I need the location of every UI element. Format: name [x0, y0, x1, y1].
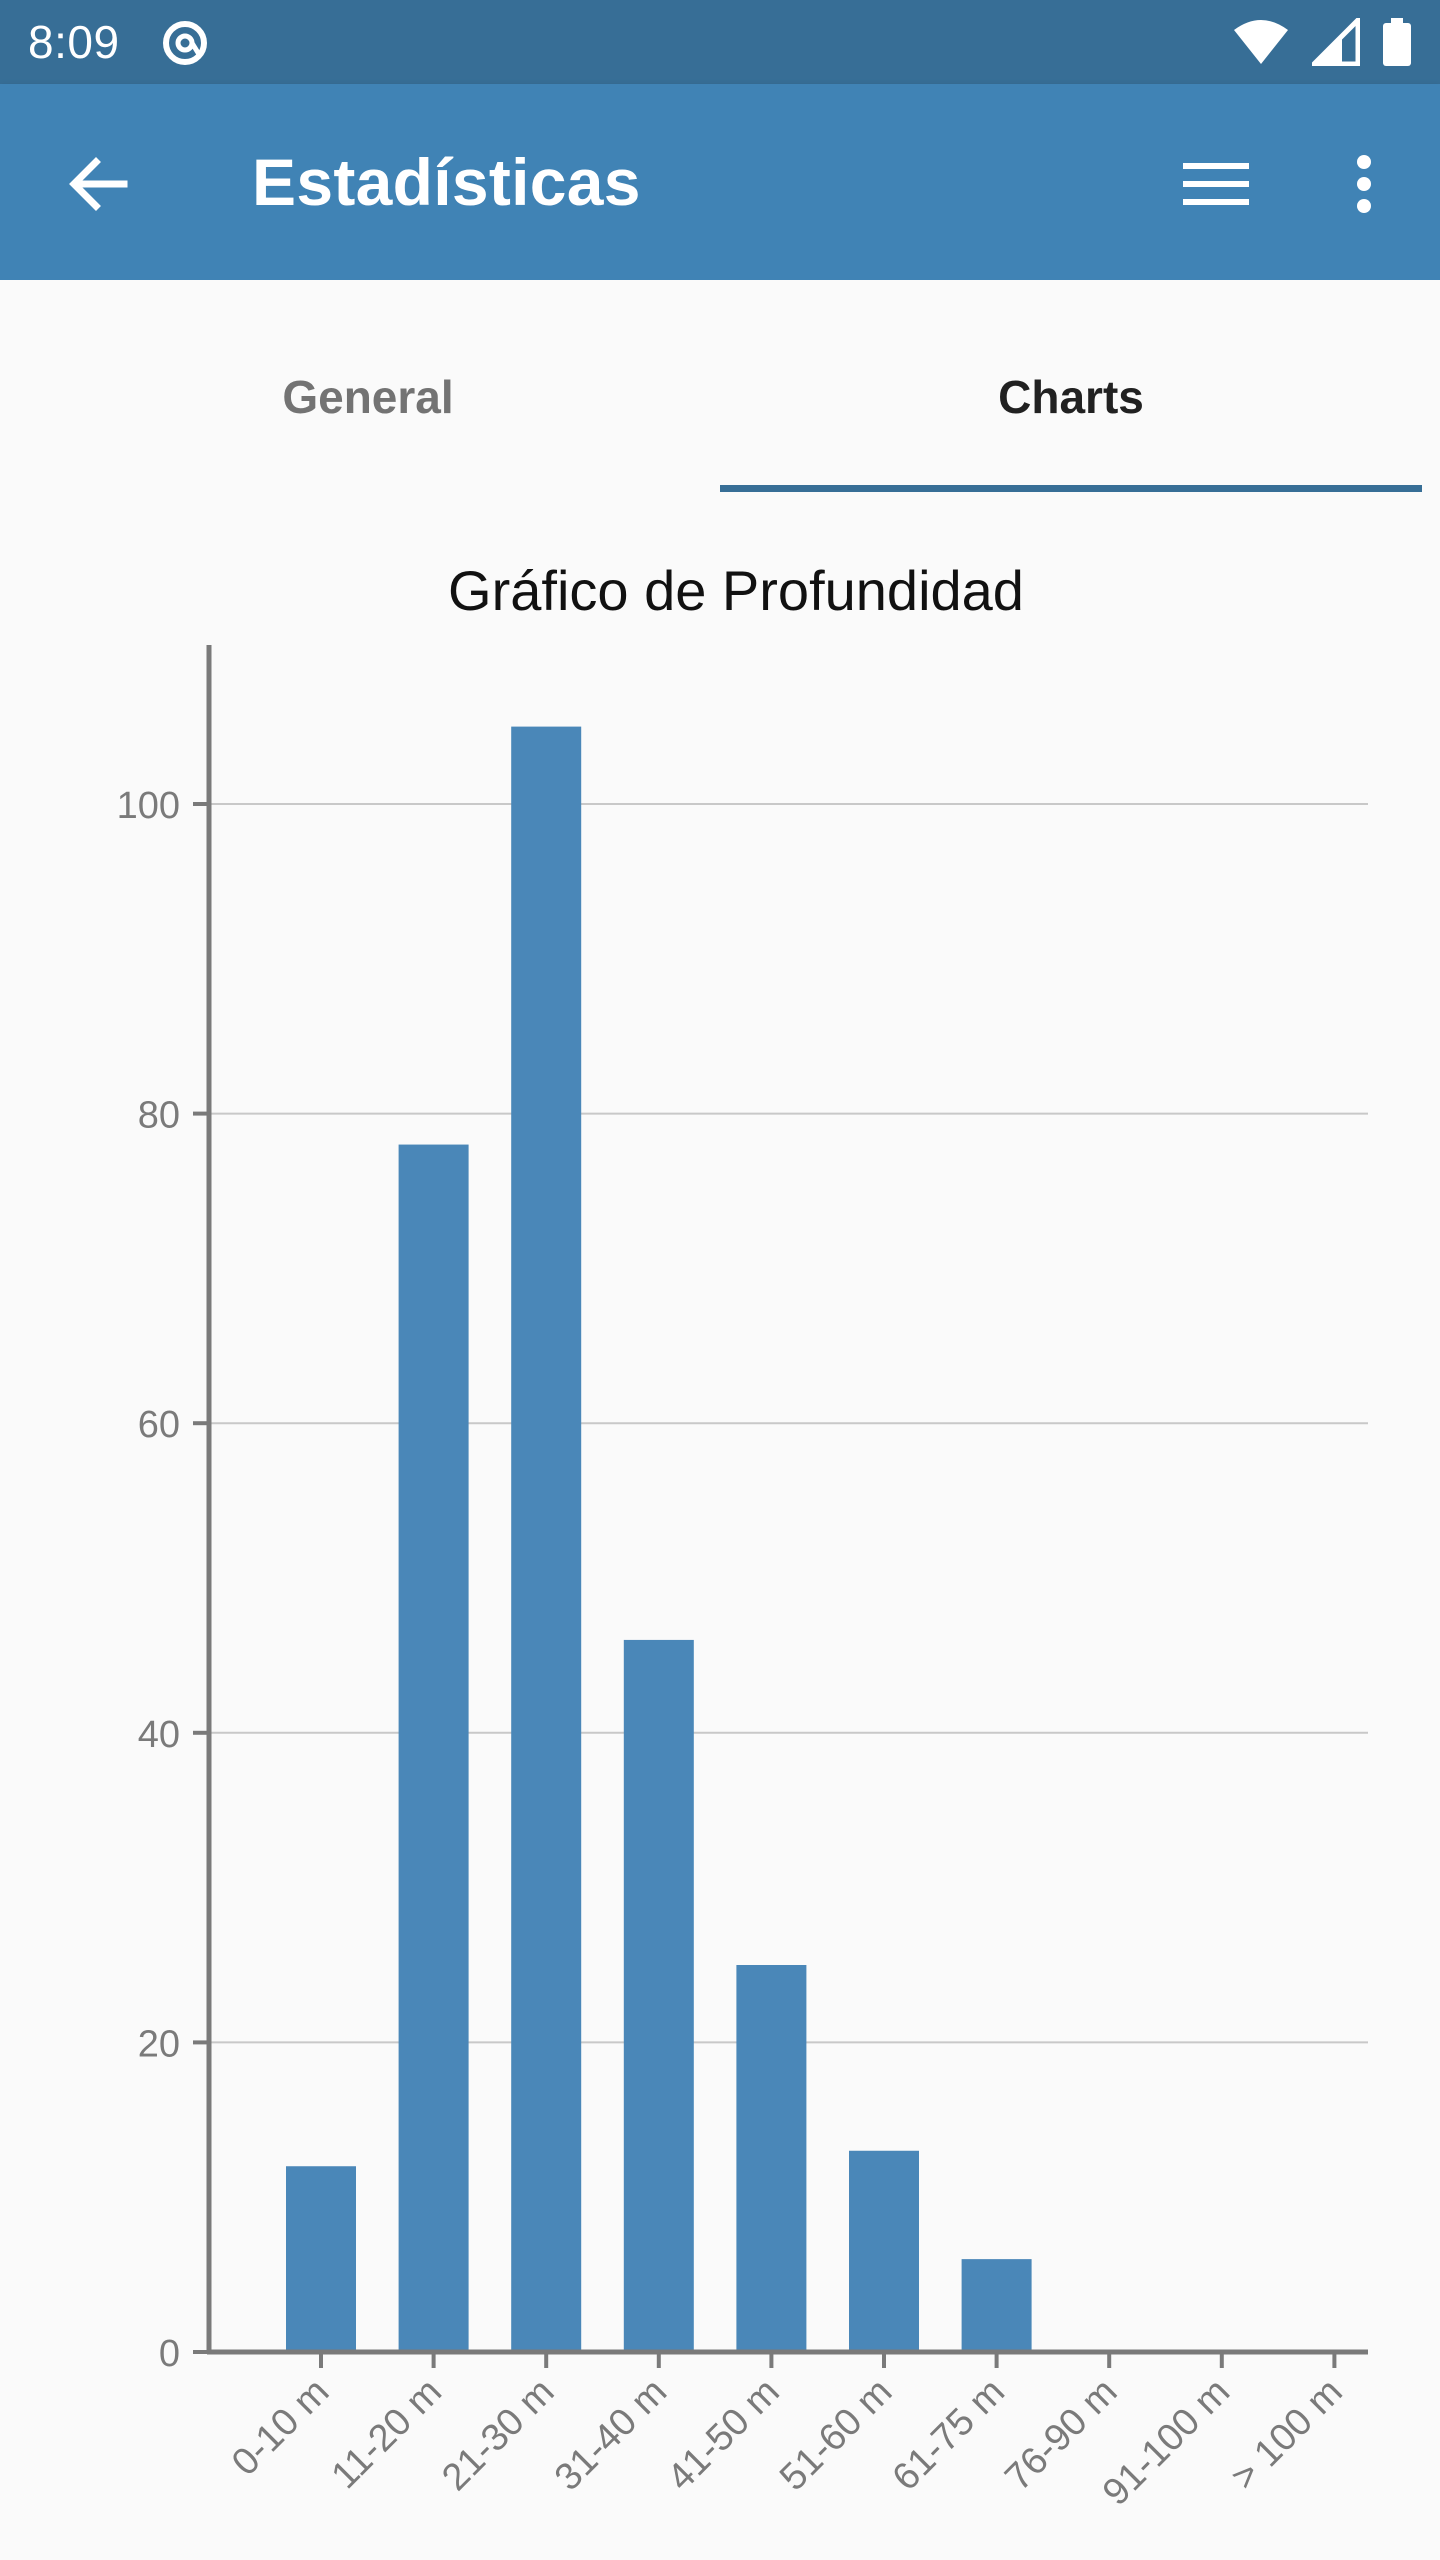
app-bar: Estadísticas: [0, 84, 1440, 280]
more-options-button[interactable]: [1318, 138, 1410, 230]
chart-bar: [736, 1965, 807, 2352]
chart-bar: [286, 2166, 356, 2352]
y-tick-label: 20: [138, 2023, 180, 2065]
y-tick-label: 0: [159, 2333, 180, 2375]
tab-selected-indicator: [720, 485, 1422, 492]
tab-charts[interactable]: Charts: [998, 371, 1144, 423]
chart-bar: [623, 1639, 694, 2352]
x-tick-label: 31-40 m: [547, 2371, 675, 2499]
chart-title: Gráfico de Profundidad: [448, 559, 1024, 622]
chart-bar: [849, 2150, 919, 2352]
status-time: 8:09: [28, 16, 120, 68]
battery-icon: [1383, 18, 1411, 66]
tab-general[interactable]: General: [282, 371, 454, 423]
hamburger-menu-icon: [1183, 163, 1249, 205]
y-tick-label: 100: [117, 785, 180, 827]
back-button[interactable]: [52, 138, 144, 230]
y-tick-label: 40: [138, 1714, 180, 1756]
depth-bar-chart: Gráfico de Profundidad 0 20 40 60 80 100 0-10 m…: [117, 559, 1368, 2514]
chart-bar: [511, 726, 582, 2352]
page-title: Estadísticas: [252, 145, 641, 219]
x-tick-label: 41-50 m: [659, 2371, 787, 2499]
x-tick-label: 61-75 m: [885, 2371, 1013, 2499]
y-tick-label: 60: [138, 1404, 180, 1446]
wifi-icon: [1234, 20, 1288, 64]
x-tick-label: 21-30 m: [434, 2371, 562, 2499]
x-tick-label: > 100 m: [1223, 2371, 1351, 2499]
y-tick-label: 80: [138, 1095, 180, 1137]
menu-button[interactable]: [1170, 138, 1262, 230]
x-tick-label: 11-20 m: [324, 2371, 450, 2497]
tab-bar: General Charts: [0, 280, 1440, 492]
more-vert-icon: [1357, 155, 1371, 213]
arrow-back-icon: [69, 157, 128, 211]
x-tick-label: 51-60 m: [772, 2371, 900, 2499]
chart-bar: [961, 2259, 1032, 2352]
signal-icon: [1312, 18, 1360, 66]
x-tick-label: 0-10 m: [224, 2371, 337, 2484]
chart-bar: [398, 1144, 469, 2352]
status-bar: 8:09: [0, 0, 1440, 84]
at-sign-icon: [163, 21, 207, 65]
